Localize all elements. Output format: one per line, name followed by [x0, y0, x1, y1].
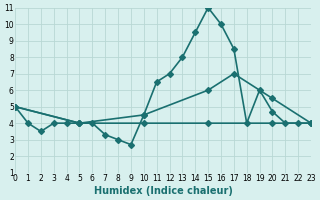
X-axis label: Humidex (Indice chaleur): Humidex (Indice chaleur)	[94, 186, 233, 196]
